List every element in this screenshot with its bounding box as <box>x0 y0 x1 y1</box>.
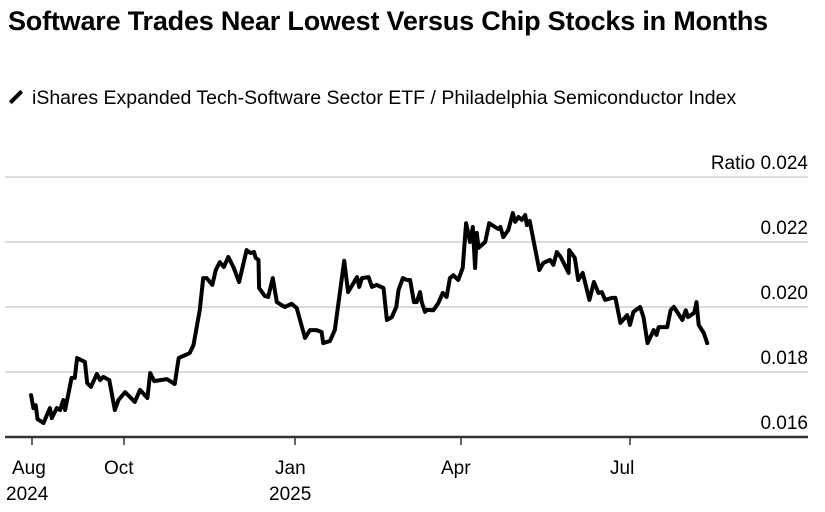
y-tick-label: 0.016 <box>760 413 808 434</box>
x-tick-label: Jan <box>275 458 306 479</box>
x-tick-year: 2025 <box>269 484 311 505</box>
y-tick-label: 0.022 <box>760 218 808 239</box>
x-tick-label: Jul <box>610 458 634 479</box>
gridlines <box>5 176 808 373</box>
y-tick-label: 0.020 <box>760 283 808 304</box>
legend: iShares Expanded Tech-Software Sector ET… <box>8 86 808 110</box>
x-tick-label: Apr <box>441 458 471 479</box>
x-tick-year: 2024 <box>6 484 49 505</box>
y-axis-ticks: 0.016 0.018 0.020 0.022 Ratio 0.024 <box>711 153 809 434</box>
series-line <box>29 211 710 425</box>
y-tick-label: 0.018 <box>760 348 808 369</box>
y-tick-label: Ratio 0.024 <box>711 153 809 174</box>
x-axis-ticks: Aug 2024 Oct Jan 2025 Apr Jul <box>5 435 808 505</box>
chart-title: Software Trades Near Lowest Versus Chip … <box>8 6 769 36</box>
x-tick-label: Aug <box>12 458 46 479</box>
legend-label: iShares Expanded Tech-Software Sector ET… <box>32 87 737 109</box>
x-tick-label: Oct <box>104 458 134 479</box>
